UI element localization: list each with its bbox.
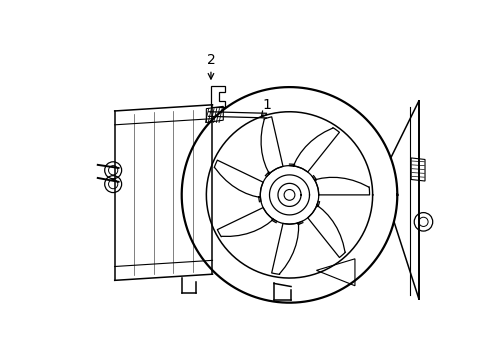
Circle shape: [284, 189, 294, 200]
Text: 2: 2: [206, 53, 215, 67]
Text: 1: 1: [262, 98, 270, 112]
